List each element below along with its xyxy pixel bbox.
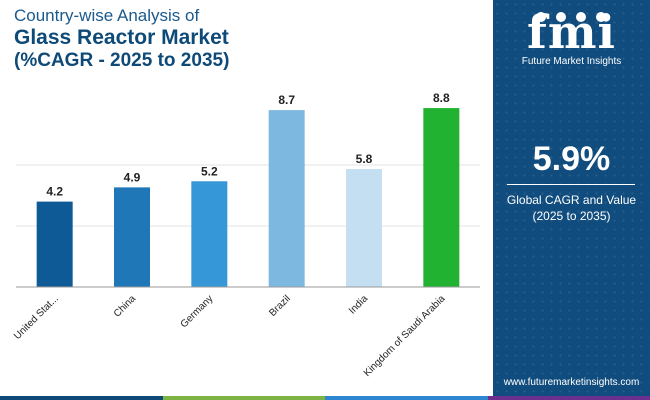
value-label-0: 4.2 <box>46 185 63 199</box>
value-label-2: 5.2 <box>201 164 218 178</box>
chart-title: Country-wise Analysis of Glass Reactor M… <box>14 6 229 72</box>
value-label-5: 8.8 <box>433 91 450 105</box>
global-cagr-value: 5.9% <box>532 140 611 178</box>
cagr-label-line-2: (2025 to 2035) <box>532 209 611 223</box>
strip-segment <box>487 396 650 400</box>
cagr-label-line-1: Global CAGR and Value <box>506 193 637 207</box>
logo-icons <box>536 12 606 22</box>
tick-label-0: United Stat... <box>12 293 61 342</box>
bottom-color-strip <box>0 396 650 400</box>
bar-chart: 4.2 4.9 5.2 8.7 5.8 8.8 United Stat... China Ge… <box>12 91 480 379</box>
bar-2 <box>191 181 228 287</box>
bar-5 <box>423 108 460 287</box>
tick-label-5: Kingdom of Saudi Arabia <box>362 293 448 379</box>
fmi-logo: fmi Future Market Insights <box>493 8 650 68</box>
title-line-3: (%CAGR - 2025 to 2035) <box>14 50 230 71</box>
value-label-1: 4.9 <box>124 170 141 184</box>
logo-subtitle: Future Market Insights <box>521 56 622 67</box>
category-tick-labels: United Stat... China Germany Brazil IndiaKin… <box>12 293 448 379</box>
strip-segment <box>325 396 488 400</box>
strip-segment <box>162 396 325 400</box>
sidebar-panel: fmi Future Market Insights 5.9% Global C… <box>493 0 650 400</box>
grid-lines <box>16 164 480 227</box>
global-cagr-label: Global CAGR and Value (2025 to 2035) <box>493 192 650 224</box>
tick-label-4: India <box>347 293 370 316</box>
bar-0 <box>36 201 73 287</box>
bar-3 <box>268 110 305 287</box>
website-link[interactable]: www.futuremarketinsights.com <box>503 377 640 388</box>
tick-label-1: China <box>112 293 139 320</box>
value-label-4: 5.8 <box>356 152 373 166</box>
bar-1 <box>114 187 150 287</box>
title-line-1: Country-wise Analysis of <box>14 6 200 25</box>
tick-label-2: Germany <box>179 293 216 330</box>
bar-4 <box>346 169 382 287</box>
value-label-3: 8.7 <box>278 93 295 107</box>
title-line-2: Glass Reactor Market <box>14 26 229 49</box>
bars <box>36 108 460 287</box>
value-labels: 4.2 4.9 5.2 8.7 5.8 8.8 <box>46 91 450 199</box>
tick-label-3: Brazil <box>267 293 292 318</box>
strip-segment <box>0 396 163 400</box>
divider <box>507 184 635 185</box>
